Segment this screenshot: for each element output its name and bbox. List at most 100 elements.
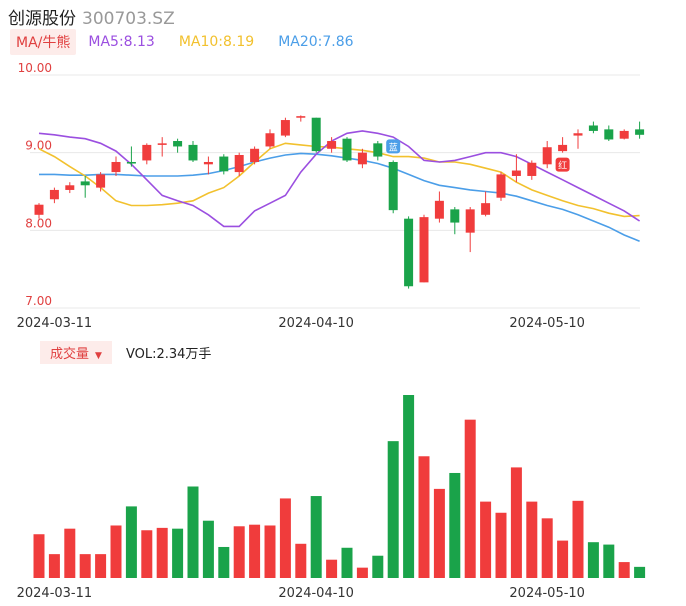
candle — [511, 154, 521, 183]
candle — [434, 191, 444, 223]
volume-bar — [48, 554, 60, 578]
candle — [573, 129, 583, 149]
candle-body — [80, 181, 90, 186]
volume-bar — [557, 540, 569, 578]
x-tick-label: 2024-04-10 — [278, 586, 354, 601]
candle-body — [481, 203, 491, 215]
marker-badge — [555, 157, 570, 172]
candle — [635, 121, 645, 139]
candle-body — [511, 170, 521, 176]
candle-body — [357, 152, 367, 165]
volume-bar — [295, 543, 307, 578]
candle-body — [327, 141, 337, 149]
candle — [173, 138, 183, 153]
y-tick-label: 8.00 — [25, 216, 52, 230]
candle — [619, 129, 629, 140]
candle — [327, 137, 337, 153]
candle — [80, 175, 90, 198]
ma-legend: MA/牛熊 MA5:8.13 MA10:8.19 MA20:7.86 — [10, 29, 378, 55]
candle — [373, 141, 383, 161]
candle — [234, 152, 244, 176]
candle-body — [65, 185, 75, 190]
volume-bar — [372, 555, 384, 578]
candle-body — [465, 209, 475, 233]
x-tick-label: 2024-03-11 — [17, 316, 93, 331]
candle — [404, 216, 414, 289]
candle — [388, 160, 398, 214]
candle — [96, 172, 106, 192]
ma20-line — [39, 152, 640, 242]
candle-body — [234, 154, 244, 173]
candle — [49, 187, 59, 204]
volume-chart[interactable]: 2024-03-11 2024-04-10 2024-05-10 — [0, 366, 686, 606]
volume-bar — [95, 554, 107, 578]
volume-bar — [64, 528, 76, 578]
candle-body — [188, 144, 198, 161]
volume-bar — [634, 566, 646, 578]
candle-body — [96, 174, 106, 188]
volume-bar — [495, 512, 507, 578]
volume-bar — [418, 456, 430, 578]
candle — [188, 141, 198, 162]
signal-marker-red: 红 — [555, 157, 570, 172]
candle-body — [373, 143, 383, 157]
candle — [588, 121, 598, 134]
volume-legend: 成交量 ▼ VOL:2.34万手 — [40, 340, 212, 364]
candle-body — [126, 161, 136, 164]
candle — [126, 146, 136, 167]
candle — [342, 137, 352, 162]
candle-body — [342, 138, 352, 161]
candle-body — [558, 144, 568, 152]
candle — [311, 117, 321, 153]
volume-value: VOL:2.34万手 — [125, 346, 212, 362]
candle-body — [635, 129, 645, 135]
ma5-line — [38, 130, 641, 228]
candle — [111, 156, 121, 176]
stock-code: 300703.SZ — [82, 9, 175, 29]
candle-body — [542, 147, 552, 165]
volume-bar — [202, 520, 214, 578]
volume-bar — [510, 467, 522, 578]
candle-body — [388, 161, 398, 211]
volume-bar — [218, 546, 230, 578]
candle-body — [250, 148, 260, 162]
candle — [357, 148, 367, 169]
volume-bar — [403, 395, 415, 578]
candle-body — [142, 144, 152, 161]
volume-bar — [541, 518, 553, 578]
ma10-label: MA10:8.19 — [178, 34, 255, 50]
volume-bar — [480, 501, 492, 578]
volume-bar — [310, 496, 322, 578]
volume-bar — [233, 526, 245, 578]
signal-marker-blue: 蓝 — [386, 139, 401, 154]
volume-bar — [387, 441, 399, 578]
candle — [296, 115, 306, 122]
candle — [250, 146, 260, 165]
volume-bar — [110, 525, 122, 578]
candle-body — [173, 141, 183, 147]
volume-bar — [172, 528, 184, 578]
candle-body — [296, 116, 306, 118]
candle-body — [203, 161, 213, 165]
candle-body — [527, 162, 537, 176]
volume-bar — [341, 547, 353, 578]
candlestick-chart[interactable]: 10.00 9.00 8.00 7.00 蓝红 2024-03-11 2024-04-10 2… — [0, 0, 686, 335]
candle-body — [419, 217, 429, 283]
x-tick-label: 2024-05-10 — [509, 316, 585, 331]
candle-body — [434, 200, 444, 219]
candle — [219, 154, 229, 175]
ma-selector-button[interactable]: MA/牛熊 — [10, 29, 77, 55]
x-tick-label: 2024-04-10 — [278, 316, 354, 331]
candle — [419, 214, 429, 283]
candle — [34, 203, 44, 219]
volume-bar — [33, 534, 45, 578]
candle — [527, 160, 537, 180]
volume-selector-label: 成交量 — [50, 346, 90, 362]
candle-body — [49, 189, 59, 200]
stock-name: 创源股份 — [8, 9, 76, 29]
candle — [142, 143, 152, 165]
candle — [558, 137, 568, 153]
volume-selector-button[interactable]: 成交量 ▼ — [40, 340, 112, 364]
candle — [496, 172, 506, 201]
volume-bar — [326, 559, 338, 578]
